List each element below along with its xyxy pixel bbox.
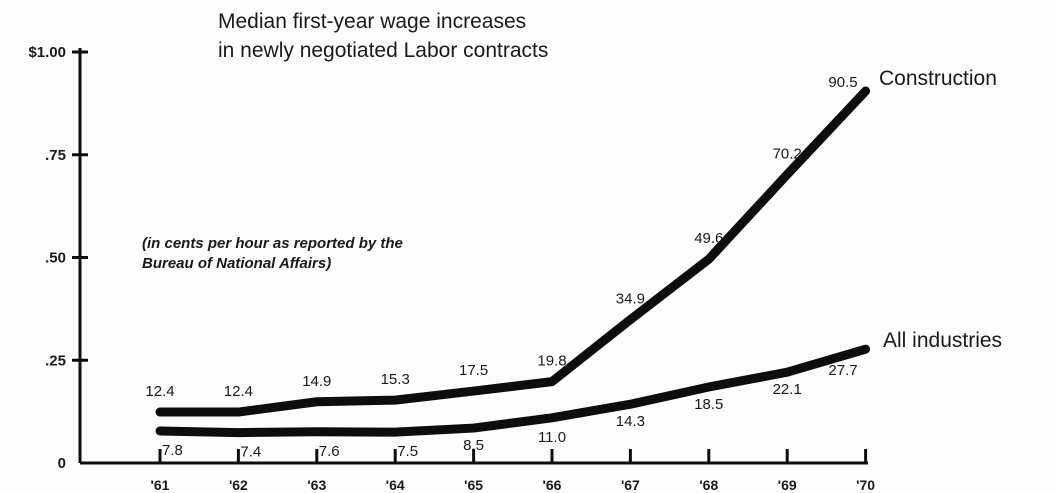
chart-title-line-2: in newly negotiated Labor contracts <box>218 39 548 62</box>
series-label-all-industries: All industries <box>883 329 1002 352</box>
data-label-all-industries: 27.7 <box>828 362 857 379</box>
data-label-construction: 90.5 <box>828 74 857 91</box>
series-layer: 12.4 12.4 14.9 15.3 17.5 19.8 34.9 49.6 70.2 90.5… <box>145 67 1002 461</box>
data-label-all-industries: 14.3 <box>616 413 645 430</box>
x-tick-label: '63 <box>307 477 326 493</box>
y-tick-label: .50 <box>45 250 66 267</box>
chart-title-line-1: Median first-year wage increases <box>218 10 526 33</box>
data-label-construction: 34.9 <box>616 291 645 308</box>
data-label-all-industries: 22.1 <box>773 381 802 398</box>
y-tick-label: $1.00 <box>28 44 66 61</box>
data-label-all-industries: 7.5 <box>397 443 418 460</box>
x-tick-label: '65 <box>464 477 483 493</box>
chart-note-line-1: (in cents per hour as reported by the <box>142 235 403 252</box>
y-tick-label: .75 <box>45 147 66 164</box>
x-tick-label: '61 <box>151 477 170 493</box>
series-line-construction <box>155 86 871 417</box>
x-tick-label: '70 <box>856 477 875 493</box>
data-label-all-industries: 7.6 <box>319 443 340 460</box>
x-tick-label: '69 <box>778 477 797 493</box>
series-line-all-industries <box>155 344 871 438</box>
data-label-all-industries: 8.5 <box>463 437 484 454</box>
data-label-all-industries: 11.0 <box>538 429 566 446</box>
x-tick-label: '62 <box>229 477 248 493</box>
x-tick-label: '66 <box>543 477 562 493</box>
x-axis-ticks: '61 '62 '63 '64 '65 '66 '67 '68 '69 '70 <box>151 449 875 493</box>
y-tick-label: .25 <box>45 352 66 369</box>
data-label-construction: 17.5 <box>459 362 488 379</box>
data-label-construction: 12.4 <box>224 383 253 400</box>
data-label-all-industries: 7.4 <box>240 444 261 461</box>
series-label-construction: Construction <box>879 67 997 90</box>
data-label-construction: 70.2 <box>773 145 802 162</box>
data-label-construction: 49.6 <box>694 230 723 247</box>
x-tick-label: '67 <box>621 477 640 493</box>
x-tick-label: '68 <box>699 477 718 493</box>
data-label-all-industries: 18.5 <box>694 396 723 413</box>
data-label-all-industries: 7.8 <box>162 442 183 459</box>
data-label-construction: 19.8 <box>537 353 566 370</box>
data-label-construction: 12.4 <box>145 383 174 400</box>
y-axis-ticks: 0 .25 .50 .75 $1.00 <box>28 44 88 472</box>
x-tick-label: '64 <box>386 477 405 493</box>
data-label-construction: 14.9 <box>302 373 331 390</box>
data-label-construction: 15.3 <box>381 371 410 388</box>
chart-note-line-2: Bureau of National Affairs) <box>142 255 331 272</box>
y-tick-label: 0 <box>58 455 66 472</box>
